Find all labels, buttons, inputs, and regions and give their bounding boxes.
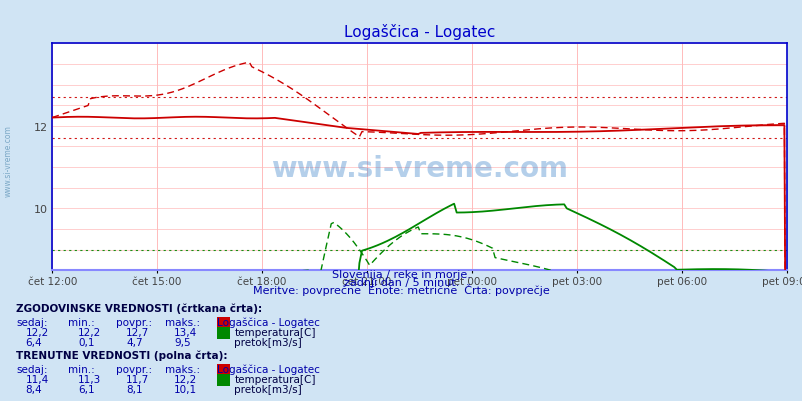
Text: 12,2: 12,2 bbox=[174, 374, 197, 384]
Text: www.si-vreme.com: www.si-vreme.com bbox=[271, 155, 567, 183]
Text: 12,2: 12,2 bbox=[26, 327, 49, 337]
Text: 8,4: 8,4 bbox=[26, 384, 43, 394]
Text: zadnji dan / 5 minut.: zadnji dan / 5 minut. bbox=[343, 277, 459, 288]
Text: 9,5: 9,5 bbox=[174, 337, 191, 347]
Text: 0,1: 0,1 bbox=[78, 337, 95, 347]
Text: Slovenija / reke in morje.: Slovenija / reke in morje. bbox=[332, 269, 470, 279]
Text: 6,1: 6,1 bbox=[78, 384, 95, 394]
Text: sedaj:: sedaj: bbox=[16, 364, 47, 374]
Text: pretok[m3/s]: pretok[m3/s] bbox=[234, 384, 302, 394]
Text: pretok[m3/s]: pretok[m3/s] bbox=[234, 337, 302, 347]
Text: TRENUTNE VREDNOSTI (polna črta):: TRENUTNE VREDNOSTI (polna črta): bbox=[16, 350, 227, 360]
Text: 13,4: 13,4 bbox=[174, 327, 197, 337]
Text: min.:: min.: bbox=[68, 317, 95, 327]
Text: temperatura[C]: temperatura[C] bbox=[234, 327, 315, 337]
Text: Logaščica - Logatec: Logaščica - Logatec bbox=[217, 317, 319, 327]
Text: maks.:: maks.: bbox=[164, 364, 200, 374]
Text: 8,1: 8,1 bbox=[126, 384, 143, 394]
Text: ZGODOVINSKE VREDNOSTI (črtkana črta):: ZGODOVINSKE VREDNOSTI (črtkana črta): bbox=[16, 303, 262, 313]
Text: www.si-vreme.com: www.si-vreme.com bbox=[3, 125, 13, 196]
Text: min.:: min.: bbox=[68, 364, 95, 374]
Text: Meritve: povprečne  Enote: metrične  Črta: povprečje: Meritve: povprečne Enote: metrične Črta:… bbox=[253, 284, 549, 296]
Text: 11,3: 11,3 bbox=[78, 374, 101, 384]
Text: maks.:: maks.: bbox=[164, 317, 200, 327]
Text: 6,4: 6,4 bbox=[26, 337, 43, 347]
Text: 12,2: 12,2 bbox=[78, 327, 101, 337]
Text: 11,4: 11,4 bbox=[26, 374, 49, 384]
Text: 10,1: 10,1 bbox=[174, 384, 197, 394]
Text: temperatura[C]: temperatura[C] bbox=[234, 374, 315, 384]
Text: povpr.:: povpr.: bbox=[116, 317, 152, 327]
Text: 11,7: 11,7 bbox=[126, 374, 149, 384]
Text: Logaščica - Logatec: Logaščica - Logatec bbox=[217, 364, 319, 374]
Text: 4,7: 4,7 bbox=[126, 337, 143, 347]
Text: povpr.:: povpr.: bbox=[116, 364, 152, 374]
Text: sedaj:: sedaj: bbox=[16, 317, 47, 327]
Text: 12,7: 12,7 bbox=[126, 327, 149, 337]
Title: Logaščica - Logatec: Logaščica - Logatec bbox=[343, 24, 495, 40]
